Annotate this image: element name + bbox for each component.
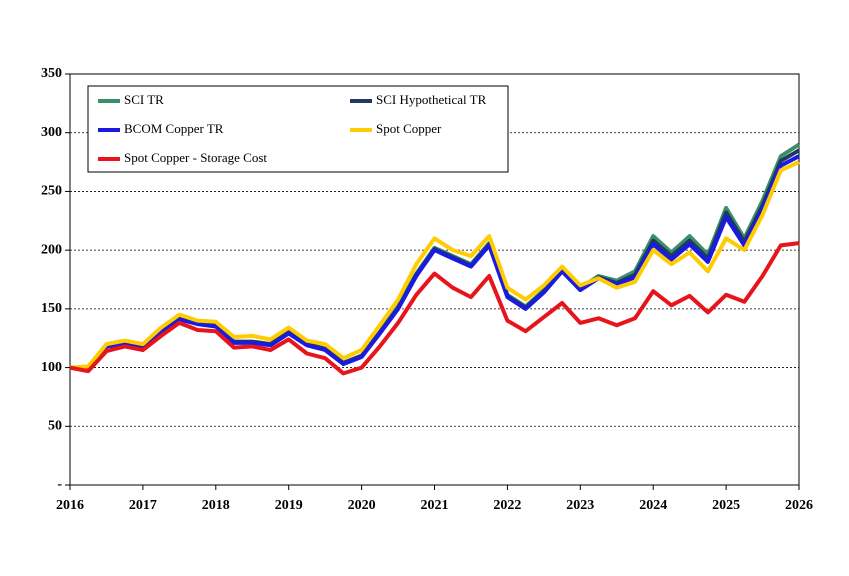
- legend-box: [87, 85, 509, 173]
- y-tick-label: 250: [41, 184, 62, 199]
- x-tick-label: 2023: [566, 498, 594, 513]
- legend-label: SCI TR: [124, 92, 164, 107]
- x-tick-label: 2017: [129, 498, 157, 513]
- x-tick-label: 2020: [348, 498, 376, 513]
- x-tick-label: 2026: [785, 498, 813, 513]
- x-tick-label: 2018: [202, 498, 230, 513]
- y-tick-label: 100: [41, 360, 62, 375]
- series-line: [69, 241, 800, 376]
- x-tick-label: 2024: [639, 498, 667, 513]
- y-tick-label: -: [57, 477, 62, 492]
- legend-label: SCI Hypothetical TR: [376, 92, 487, 107]
- series-line: [70, 154, 800, 370]
- legend-label: Spot Copper - Storage Cost: [124, 150, 267, 165]
- x-tick-label: 2016: [56, 498, 84, 513]
- y-tick-label: 50: [48, 419, 62, 434]
- legend-label: BCOM Copper TR: [124, 121, 224, 136]
- legend: SCI TR SCI Hypothetical TR BCOM Copper TR S…: [87, 85, 509, 173]
- x-tick-label: 2021: [421, 498, 449, 513]
- legend-label: Spot Copper: [376, 121, 442, 136]
- x-tick-label: 2025: [712, 498, 740, 513]
- y-tick-label: 350: [41, 66, 62, 81]
- series-line: [69, 160, 800, 370]
- y-tick-label: 200: [41, 242, 62, 257]
- y-tick-label: 150: [41, 301, 62, 316]
- x-tick-label: 2019: [275, 498, 303, 513]
- y-tick-label: 300: [41, 125, 62, 140]
- x-tick-label: 2022: [493, 498, 521, 513]
